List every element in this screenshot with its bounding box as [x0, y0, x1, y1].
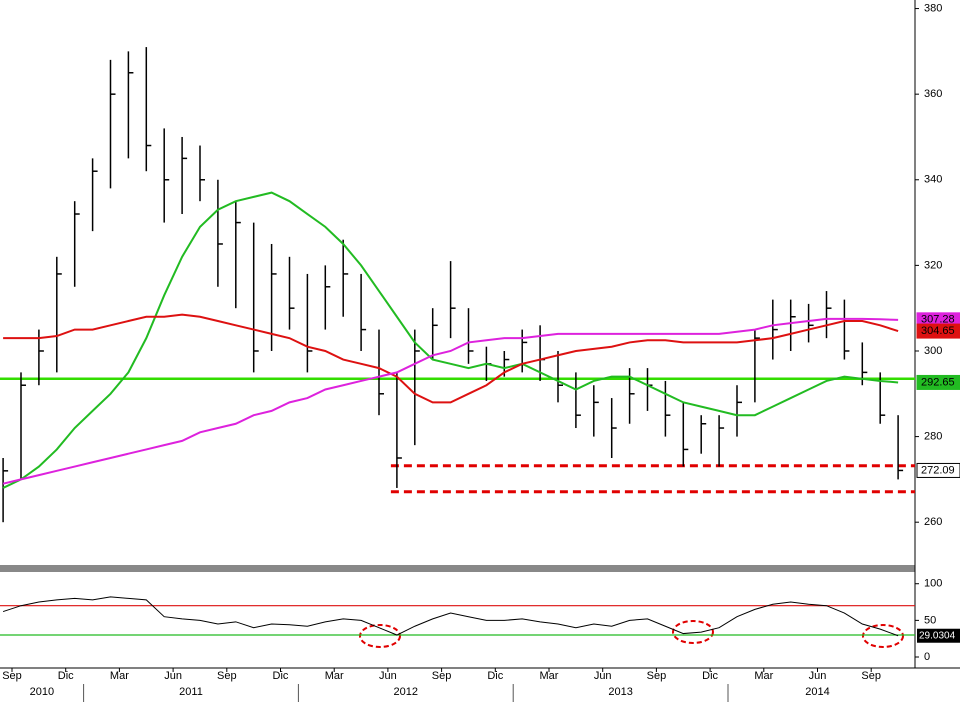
rsi-tag-label: 29.0304 — [919, 630, 956, 641]
price-tag-label: 292.65 — [921, 376, 955, 388]
year-label: 2014 — [805, 686, 829, 698]
x-tick-label: Sep — [432, 670, 452, 682]
year-label: 2011 — [179, 686, 203, 698]
y-tick-label: 320 — [924, 259, 942, 271]
rsi-tick-label: 100 — [924, 578, 942, 590]
price-tag-label: 307.28 — [921, 314, 955, 326]
x-tick-label: Mar — [110, 670, 129, 682]
highlight-circle — [359, 624, 401, 648]
x-tick-label: Dic — [273, 670, 289, 682]
x-tick-label: Mar — [754, 670, 773, 682]
price-tag-label: 272.09 — [921, 464, 955, 476]
x-tick-label: Jun — [379, 670, 397, 682]
x-tick-label: Jun — [164, 670, 182, 682]
price-tag-label: 304.65 — [921, 325, 955, 337]
highlight-circle — [862, 624, 904, 648]
price-tag — [916, 462, 960, 478]
x-tick-label: Dic — [487, 670, 503, 682]
panel-separator — [0, 565, 915, 572]
x-tick-label: Dic — [58, 670, 74, 682]
year-label: 2013 — [608, 686, 632, 698]
moving-average — [2, 191, 899, 489]
y-tick-label: 360 — [924, 88, 942, 100]
x-tick-label: Jun — [809, 670, 827, 682]
price-tag — [916, 323, 960, 339]
y-tick-label: 300 — [924, 345, 942, 357]
x-tick-label: Sep — [861, 670, 881, 682]
year-label: 2010 — [30, 686, 54, 698]
price-tag — [916, 374, 960, 390]
y-tick-label: 380 — [924, 2, 942, 14]
x-tick-label: Sep — [217, 670, 237, 682]
x-tick-label: Mar — [325, 670, 344, 682]
rsi-line — [2, 596, 899, 637]
x-tick-label: Dic — [702, 670, 718, 682]
x-tick-label: Jun — [594, 670, 612, 682]
rsi-tag — [917, 628, 960, 643]
rsi-tick-label: 0 — [924, 651, 930, 663]
year-label: 2012 — [394, 686, 418, 698]
highlight-circle — [672, 620, 714, 644]
rsi-tick-label: 50 — [924, 614, 936, 626]
moving-average — [2, 317, 899, 485]
moving-average — [3, 313, 899, 404]
x-tick-label: Sep — [647, 670, 667, 682]
y-tick-label: 340 — [924, 174, 942, 186]
y-tick-label: 280 — [924, 430, 942, 442]
x-tick-label: Sep — [2, 670, 22, 682]
y-tick-label: 260 — [924, 516, 942, 528]
x-tick-label: Mar — [540, 670, 559, 682]
